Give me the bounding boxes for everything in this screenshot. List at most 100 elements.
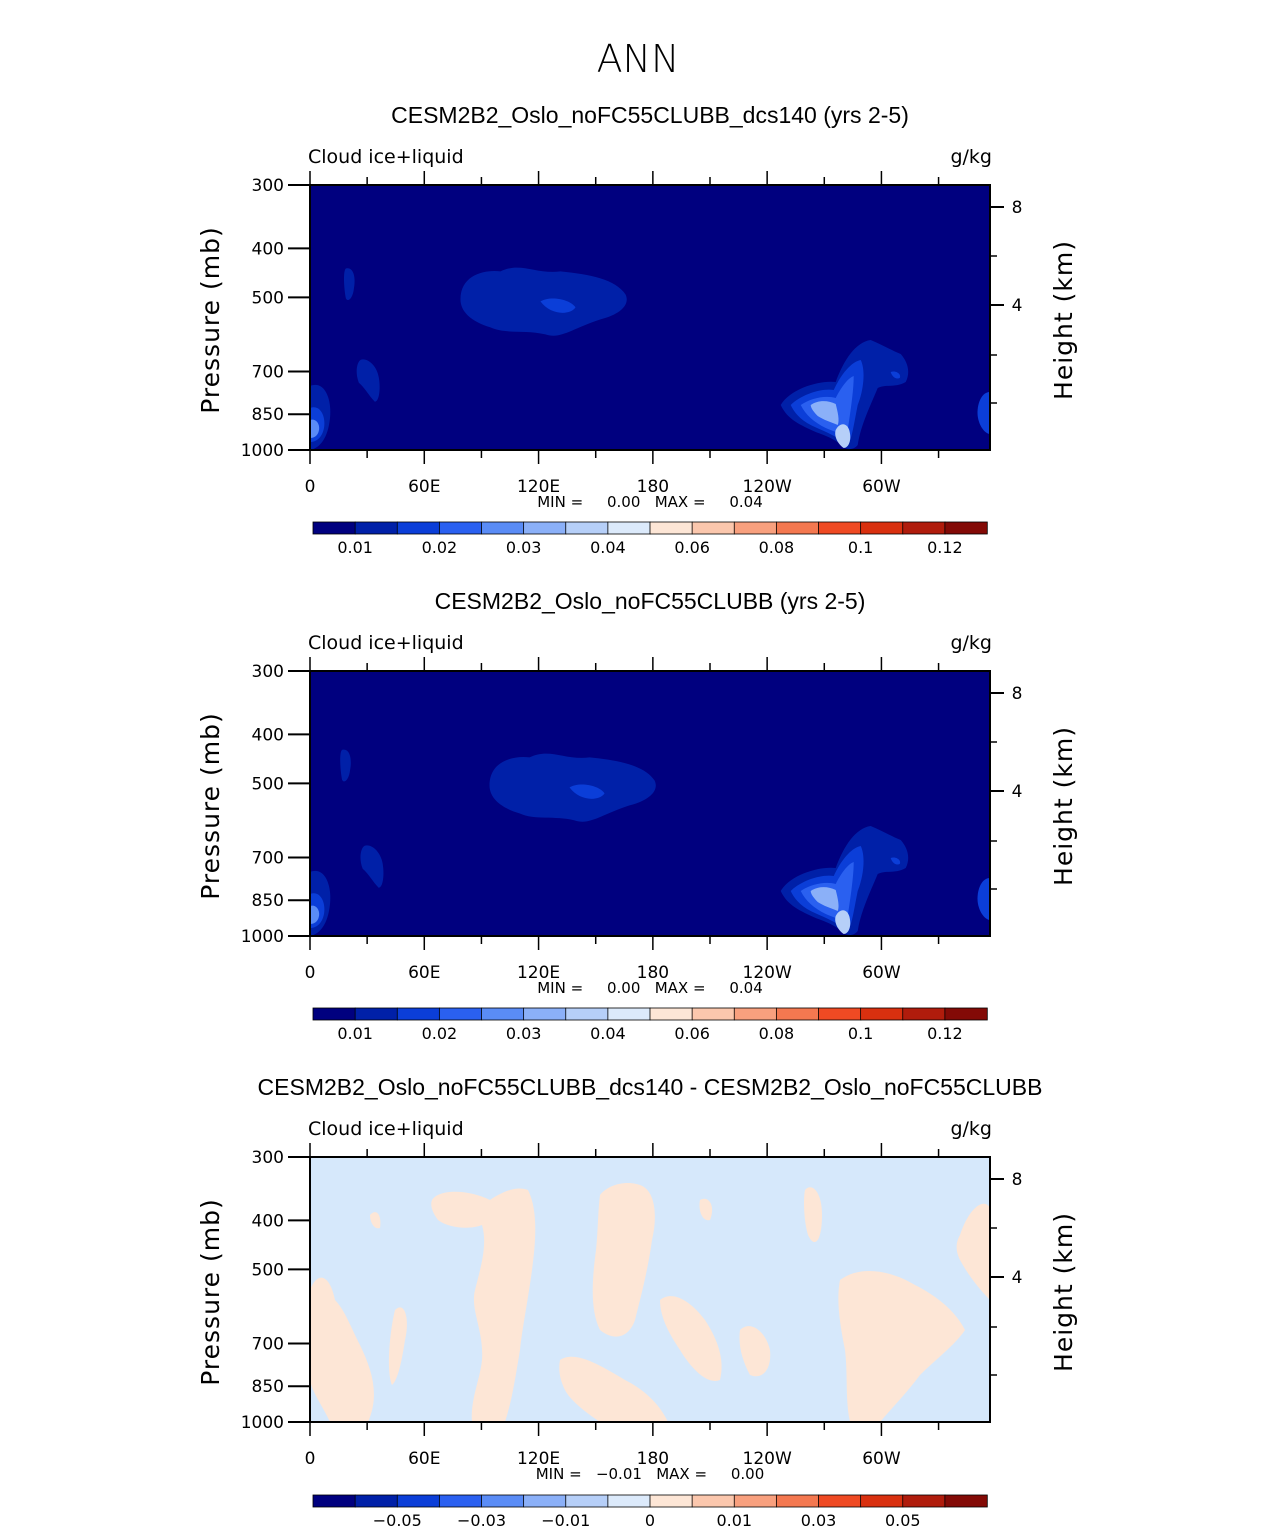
y-tick-label: 1000: [241, 1413, 284, 1433]
colorbar-swatch: [944, 1007, 988, 1021]
y2-tick-label: 8: [1012, 684, 1023, 704]
variable-label: Cloud ice+liquid: [308, 146, 464, 168]
x-tick-label: 60W: [862, 1449, 901, 1469]
colorbar-swatch: [733, 1007, 778, 1021]
colorbar-swatch: [354, 521, 398, 535]
colorbar-swatch: [354, 1007, 398, 1021]
x-tick-label: 0: [305, 963, 316, 983]
y-tick-label: 850: [252, 1377, 284, 1397]
x-tick-label: 180: [637, 1449, 669, 1469]
colorbar-swatch: [396, 521, 441, 535]
variable-label: Cloud ice+liquid: [308, 632, 464, 654]
x-tick-label: 60E: [408, 477, 440, 497]
units-label: g/kg: [950, 632, 992, 654]
min-max-readout: MIN = 0.00 MAX = 0.04: [537, 493, 763, 511]
y-tick-label: 400: [252, 725, 284, 745]
x-tick-label: 0: [305, 1449, 316, 1469]
colorbar-swatch: [818, 521, 862, 535]
contour-upper-small: [344, 268, 355, 300]
colorbar-label: −0.05: [373, 1511, 422, 1530]
x-tick-label: 120W: [743, 1449, 792, 1469]
colorbar-swatch: [396, 1494, 441, 1508]
plot-frame: [309, 184, 991, 451]
contour-stratocumulus-level-4: [810, 401, 839, 425]
y2-tick-label: 8: [1012, 1170, 1023, 1190]
colorbar-label: 0.1: [848, 1024, 873, 1043]
colorbar-swatch: [438, 521, 483, 535]
units-label: g/kg: [950, 1118, 992, 1140]
x-tick-label: 120W: [743, 963, 792, 983]
colorbar-swatch: [607, 521, 651, 535]
colorbar-label: 0.01: [716, 1511, 752, 1530]
diff-positive-region-10: [956, 1203, 990, 1300]
colorbar-swatch: [438, 1007, 483, 1021]
colorbar-label: 0.04: [590, 538, 626, 557]
colorbar-swatch: [354, 1494, 398, 1508]
variable-label: Cloud ice+liquid: [308, 1118, 464, 1140]
colorbar-swatch: [902, 1494, 946, 1508]
plot-frame: [309, 670, 991, 937]
x-tick-label: 60E: [408, 1449, 440, 1469]
colorbar-label: 0.08: [759, 1024, 795, 1043]
y-tick-label: 1000: [241, 441, 284, 461]
diff-positive-region-9: [838, 1270, 965, 1422]
colorbar-swatch: [312, 1494, 356, 1508]
x-tick-label: 120E: [517, 477, 560, 497]
colorbar-label: 0: [645, 1511, 655, 1530]
colorbar-swatch: [565, 1007, 609, 1021]
colorbar-swatch: [481, 521, 525, 535]
y-tick-label: 1000: [241, 927, 284, 947]
colorbar-swatch: [733, 1494, 778, 1508]
panel-title: CESM2B2_Oslo_noFC55CLUBB (yrs 2-5): [435, 588, 866, 614]
contour-upper-small: [340, 749, 351, 782]
x-tick-label: 120W: [743, 477, 792, 497]
colorbar-label: 0.06: [674, 538, 710, 557]
x-tick-label: 120E: [517, 963, 560, 983]
y2-tick-label: 4: [1012, 1268, 1023, 1288]
y2-axis-title: Height (km): [1049, 240, 1078, 400]
plot-frame: [309, 1156, 991, 1423]
colorbar-swatch: [523, 521, 567, 535]
y-tick-label: 300: [252, 662, 284, 682]
panel-3: CESM2B2_Oslo_noFC55CLUBB_dcs140 - CESM2B…: [196, 1074, 1078, 1530]
colorbar-swatch: [775, 521, 820, 535]
colorbar-swatch: [691, 1494, 735, 1508]
contour-stratocumulus-level-5: [835, 910, 851, 934]
colorbar-label: −0.03: [457, 1511, 506, 1530]
y-axis-title: Pressure (mb): [196, 1198, 225, 1385]
colorbar-label: 0.03: [506, 1024, 542, 1043]
colorbar-swatch: [523, 1007, 567, 1021]
panel-title: CESM2B2_Oslo_noFC55CLUBB_dcs140 (yrs 2-5…: [391, 102, 909, 128]
y2-tick-label: 8: [1012, 198, 1023, 218]
panels: CESM2B2_Oslo_noFC55CLUBB_dcs140 (yrs 2-5…: [196, 102, 1078, 1530]
colorbar-swatch: [649, 1494, 693, 1508]
x-tick-label: 180: [637, 477, 669, 497]
y-tick-label: 400: [252, 239, 284, 259]
diff-positive-region-5: [592, 1183, 655, 1337]
colorbar-swatch: [944, 1494, 988, 1508]
colorbar-swatch: [649, 1007, 693, 1021]
colorbar-label: 0.03: [801, 1511, 837, 1530]
contour-upper-core: [569, 784, 605, 799]
diff-positive-region-4: [559, 1356, 668, 1422]
colorbar-label: 0.06: [674, 1024, 710, 1043]
colorbar-swatch: [438, 1494, 483, 1508]
colorbar-label: 0.03: [506, 538, 542, 557]
y2-tick-label: 4: [1012, 782, 1023, 802]
colorbar-label: 0.05: [885, 1511, 921, 1530]
colorbar-swatch: [312, 1007, 356, 1021]
colorbar-label: −0.01: [541, 1511, 590, 1530]
diff-positive-region-6: [660, 1296, 722, 1381]
x-tick-label: 180: [637, 963, 669, 983]
y2-axis-title: Height (km): [1049, 1212, 1078, 1372]
colorbar-swatch: [860, 521, 904, 535]
y-tick-label: 850: [252, 405, 284, 425]
colorbar-swatch: [775, 1007, 820, 1021]
colorbar-label: 0.04: [590, 1024, 626, 1043]
colorbar-label: 0.02: [422, 538, 458, 557]
colorbar-swatch: [565, 1494, 609, 1508]
contour-background: [310, 671, 990, 936]
min-max-readout: MIN = 0.00 MAX = 0.04: [537, 979, 763, 997]
colorbar-swatch: [565, 521, 609, 535]
